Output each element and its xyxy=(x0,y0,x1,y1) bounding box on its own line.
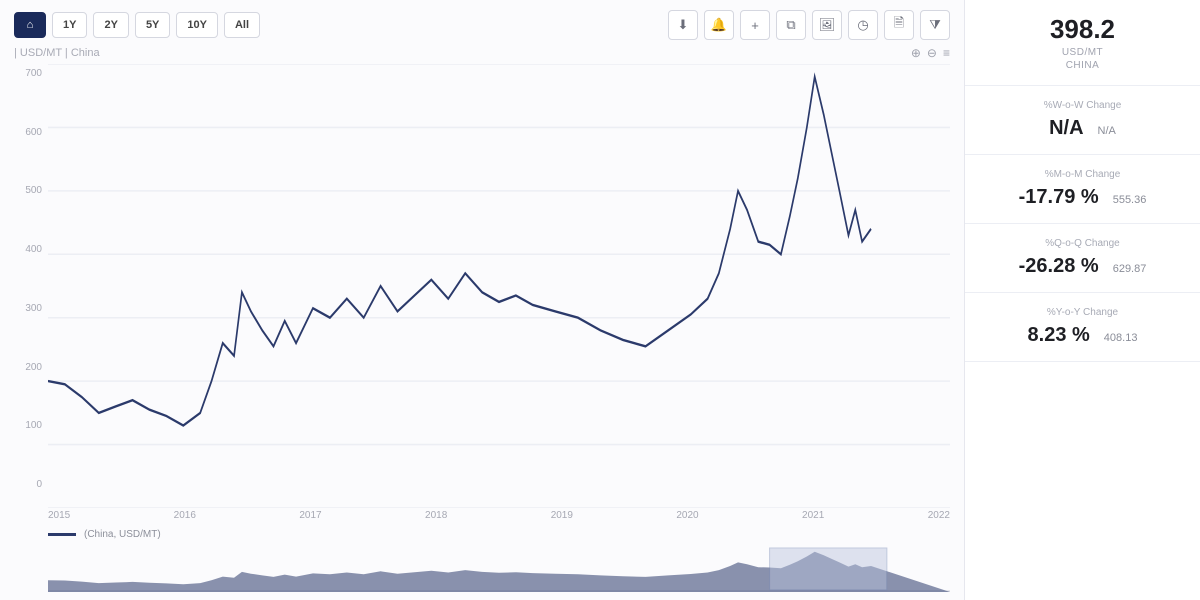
legend: (China, USD/MT) xyxy=(14,529,950,540)
metric-value: -26.28 % xyxy=(1019,255,1099,278)
y-tick: 700 xyxy=(14,68,42,79)
metric-secondary: N/A xyxy=(1098,125,1116,137)
range-2y-button[interactable]: 2Y xyxy=(93,12,128,38)
x-tick: 2015 xyxy=(48,510,70,521)
metrics-list: %W-o-W Change N/A N/A %M-o-M Change -17.… xyxy=(965,86,1200,362)
metric-card: %M-o-M Change -17.79 % 555.36 xyxy=(965,155,1200,224)
y-axis: 700 600 500 400 300 200 100 0 xyxy=(14,64,48,508)
metric-secondary: 408.13 xyxy=(1104,332,1138,344)
chart-mini-controls: ⊕ ⊖ ≡ xyxy=(911,46,950,60)
x-tick: 2016 xyxy=(174,510,196,521)
menu-icon[interactable]: ≡ xyxy=(943,46,950,60)
metric-value: N/A xyxy=(1049,117,1083,140)
filter-icon[interactable]: ⧩ xyxy=(920,10,950,40)
range-all-button[interactable]: All xyxy=(224,12,260,38)
metric-label: %W-o-W Change xyxy=(981,100,1184,111)
x-tick: 2017 xyxy=(299,510,321,521)
range-brush[interactable] xyxy=(14,546,950,592)
plot[interactable] xyxy=(48,64,950,508)
home-icon[interactable]: ⌂ xyxy=(14,12,46,38)
chart-area: 700 600 500 400 300 200 100 0 xyxy=(14,64,950,508)
headline-value: 398.2 xyxy=(981,14,1184,45)
x-axis: 2015 2016 2017 2018 2019 2020 2021 2022 xyxy=(14,510,950,521)
plus-icon[interactable]: + xyxy=(740,10,770,40)
image-icon[interactable]: 🖼 xyxy=(812,10,842,40)
y-tick: 400 xyxy=(14,244,42,255)
range-buttons: ⌂1Y2Y 5Y10YAll xyxy=(14,12,260,38)
action-buttons: ⬇🔔+⧉🖼◷🗎⧩ xyxy=(668,10,950,40)
clock-icon[interactable]: ◷ xyxy=(848,10,878,40)
toolbar: ⌂1Y2Y 5Y10YAll ⬇🔔+⧉🖼◷🗎⧩ xyxy=(14,10,950,40)
zoom-out-icon[interactable]: ⊖ xyxy=(927,46,937,60)
download-icon[interactable]: ⬇ xyxy=(668,10,698,40)
y-tick: 300 xyxy=(14,303,42,314)
x-tick: 2018 xyxy=(425,510,447,521)
metric-label: %M-o-M Change xyxy=(981,169,1184,180)
copy-icon[interactable]: ⧉ xyxy=(776,10,806,40)
main-panel: ⌂1Y2Y 5Y10YAll ⬇🔔+⧉🖼◷🗎⧩ | USD/MT | China … xyxy=(0,0,964,600)
range-10y-button[interactable]: 10Y xyxy=(176,12,218,38)
y-tick: 100 xyxy=(14,420,42,431)
metric-value: 8.23 % xyxy=(1028,324,1090,347)
metric-card: %Q-o-Q Change -26.28 % 629.87 xyxy=(965,224,1200,293)
chart-subtitle-row: | USD/MT | China ⊕ ⊖ ≡ xyxy=(14,46,950,60)
x-tick: 2022 xyxy=(928,510,950,521)
headline-card: 398.2 USD/MT CHINA xyxy=(965,0,1200,86)
metric-card: %W-o-W Change N/A N/A xyxy=(965,86,1200,155)
metric-label: %Y-o-Y Change xyxy=(981,307,1184,318)
y-tick: 500 xyxy=(14,185,42,196)
headline-region: CHINA xyxy=(981,60,1184,71)
metric-card: %Y-o-Y Change 8.23 % 408.13 xyxy=(965,293,1200,362)
metric-secondary: 629.87 xyxy=(1113,263,1147,275)
x-tick: 2020 xyxy=(676,510,698,521)
zoom-in-icon[interactable]: ⊕ xyxy=(911,46,921,60)
x-tick: 2019 xyxy=(551,510,573,521)
range-1y-button[interactable]: 1Y xyxy=(52,12,87,38)
x-tick: 2021 xyxy=(802,510,824,521)
legend-swatch xyxy=(48,533,76,536)
y-tick: 600 xyxy=(14,127,42,138)
metric-label: %Q-o-Q Change xyxy=(981,238,1184,249)
headline-unit: USD/MT xyxy=(981,47,1184,58)
bell-icon[interactable]: 🔔 xyxy=(704,10,734,40)
y-tick: 200 xyxy=(14,362,42,373)
metric-secondary: 555.36 xyxy=(1113,194,1147,206)
chart-subtitle-b: | USD/MT | China xyxy=(14,47,100,59)
range-5y-button[interactable]: 5Y xyxy=(135,12,170,38)
y-tick: 0 xyxy=(14,479,42,490)
side-panel: 398.2 USD/MT CHINA %W-o-W Change N/A N/A… xyxy=(964,0,1200,600)
sheet-icon[interactable]: 🗎 xyxy=(884,10,914,40)
legend-label: (China, USD/MT) xyxy=(84,529,161,540)
metric-value: -17.79 % xyxy=(1019,186,1099,209)
